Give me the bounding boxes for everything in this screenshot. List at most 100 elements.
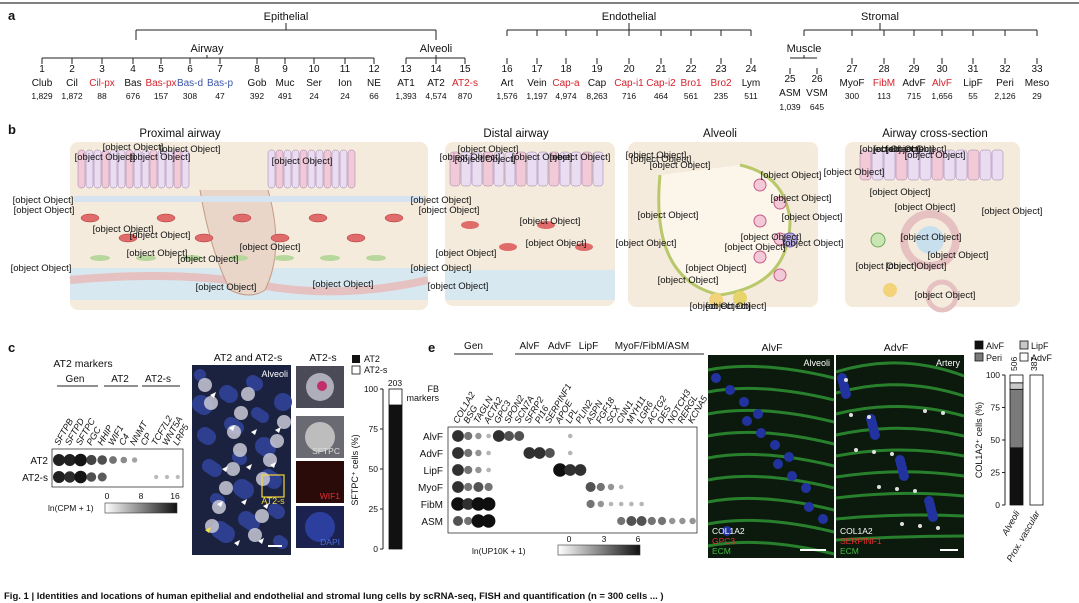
cell-type-name: Ion (338, 78, 352, 89)
capillary-cell (753, 178, 767, 192)
gene-group-label: LipF (579, 341, 598, 352)
nucleus (773, 459, 783, 469)
nucleus (273, 535, 285, 547)
epithelial-cell (283, 149, 292, 189)
schematic-title: Proximal airway (139, 128, 220, 140)
heatmap-dot (473, 482, 484, 492)
schematic-label: [object Object] (638, 210, 699, 221)
schematic-label: [object Object] (886, 261, 947, 272)
gene-group-label: Gen (66, 374, 85, 385)
cell-count: 715 (907, 91, 921, 101)
panel-letter: e (428, 340, 435, 355)
cell-type-number: 22 (685, 64, 697, 75)
axis-tick-label: 25 (369, 504, 379, 514)
heatmap-dot (564, 464, 577, 476)
schematic-label: [object Object] (616, 238, 677, 249)
sftpc-cell (204, 396, 218, 410)
smooth-muscle-cell (228, 255, 248, 261)
nucleus (246, 375, 260, 389)
heatmap-dot (109, 456, 117, 464)
subgroup-label-muscle: Muscle (787, 43, 822, 55)
ecm-fiber (835, 426, 965, 438)
col1a2-puncta (918, 524, 922, 528)
heatmap-dot (607, 483, 615, 491)
cell-type-name: Cil (66, 78, 78, 89)
schematic-label: [object Object] (901, 232, 962, 243)
heatmap-dot (471, 514, 486, 528)
stacked-bar-segment (1009, 388, 1024, 449)
capillary-cell (753, 250, 767, 264)
epithelial-cell (339, 149, 348, 189)
cell-count: 8,263 (586, 91, 608, 101)
ecm-fiber (707, 496, 835, 512)
heatmap-dot (567, 433, 573, 439)
heatmap-dot (175, 474, 180, 480)
stacked-bar-segment (388, 388, 403, 406)
schematic-title: Distal airway (483, 128, 548, 140)
heatmap-dot (629, 501, 634, 507)
sftpc-cell (219, 481, 233, 495)
cell-type-name: Bas-px (145, 78, 176, 89)
cell-type-number: 19 (591, 64, 603, 75)
heatmap-dot (120, 456, 128, 464)
stain-label: ECM (712, 546, 731, 556)
nucleus (870, 430, 880, 440)
nucleus (804, 502, 814, 512)
cell-type-number: 13 (400, 64, 412, 75)
heatmap-dot (86, 454, 97, 466)
schematic-label: [object Object] (631, 154, 692, 165)
heatmap-dot (464, 465, 473, 475)
schematic-label: [object Object] (440, 152, 501, 163)
heatmap-dot (462, 498, 475, 510)
smooth-muscle-cell (182, 255, 202, 261)
epithelial-cell (871, 149, 884, 181)
heatmap-dot (481, 514, 496, 528)
schematic-label: [object Object] (824, 167, 885, 178)
heatmap-dot (451, 497, 465, 511)
col1a2-puncta (923, 409, 927, 413)
cell-count: 676 (126, 91, 140, 101)
gene-group-label: AlvF (520, 341, 540, 352)
heatmap-row-label: ASM (421, 517, 443, 528)
schematic-label: [object Object] (178, 254, 239, 265)
nucleus (251, 407, 263, 419)
heatmap-dot (97, 472, 107, 482)
heatmap-dot (533, 447, 546, 459)
ecm-fiber (835, 513, 965, 521)
heatmap-dot (481, 497, 496, 511)
cell-type-number: 7 (217, 64, 223, 75)
panel-c-title: AT2 markers (53, 358, 112, 370)
cell-type-number: 10 (308, 64, 320, 75)
cell-count: 464 (654, 91, 668, 101)
ecm-fiber (835, 383, 965, 398)
nucleus (784, 452, 794, 462)
cell-type-number: 11 (340, 64, 351, 75)
heatmap-dot (618, 484, 624, 490)
epithelial-cell (133, 149, 142, 189)
schematic-label: [object Object] (436, 248, 497, 259)
schematic-label: [object Object] (160, 144, 221, 155)
heatmap-dot (452, 447, 464, 459)
heatmap-dot (504, 431, 514, 441)
cell-type-number: 25 (784, 74, 796, 85)
epithelial-cell (460, 151, 472, 187)
cell-count: 645 (810, 102, 824, 112)
image-corner-label: Alveoli (803, 358, 830, 368)
epithelial-cell (493, 151, 505, 187)
cell-type-number: 15 (459, 64, 471, 75)
arrowhead-marker (241, 499, 247, 505)
cell-count: 308 (183, 91, 197, 101)
gene-group-label: AdvF (548, 341, 571, 352)
epithelial-cell (979, 149, 992, 181)
schematic-label: [object Object] (782, 212, 843, 223)
legend-label: AT2 (364, 354, 380, 364)
heatmap-dot (586, 499, 595, 509)
heatmap-dot (544, 448, 555, 458)
axis-tick-label: 75 (369, 424, 379, 434)
inset-label: AT2-s (261, 496, 285, 506)
cell-type-name: Bro2 (710, 78, 732, 89)
col1a2-puncta (844, 378, 848, 382)
heatmap-dot (596, 482, 605, 492)
fibroblast (870, 232, 886, 248)
sftpc-cell (233, 443, 247, 457)
